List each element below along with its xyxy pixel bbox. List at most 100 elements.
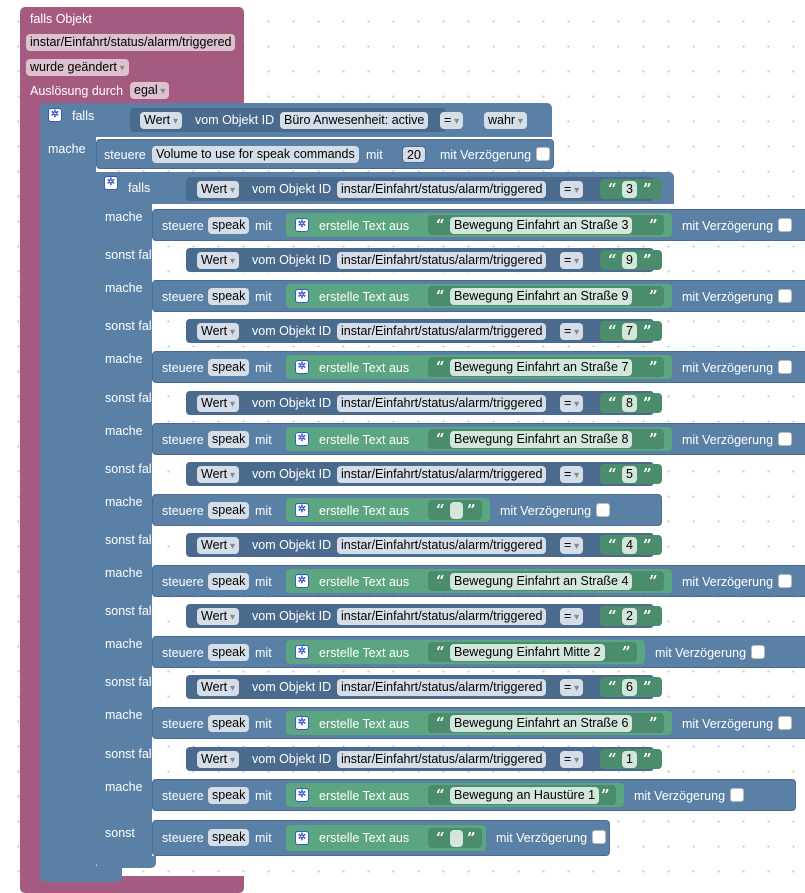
delay-checkbox[interactable] [778, 574, 792, 588]
value-dropdown[interactable]: Wert [197, 323, 239, 340]
value-dropdown[interactable]: Wert [197, 751, 239, 768]
branch-do-label: mache [105, 210, 143, 224]
delay-checkbox[interactable] [730, 788, 744, 802]
gear-icon[interactable]: ✲ [295, 716, 309, 730]
operator-dropdown[interactable]: = [560, 252, 584, 269]
object-id-field[interactable]: instar/Einfahrt/status/alarm/triggered [337, 466, 547, 483]
gear-icon[interactable]: ✲ [295, 360, 309, 374]
value-dropdown[interactable]: Wert [197, 466, 239, 483]
speak-field[interactable]: speak [208, 573, 250, 590]
speak-field[interactable]: speak [208, 217, 250, 234]
value-string-field[interactable]: 2 [622, 608, 637, 625]
value-dropdown[interactable]: Wert [197, 608, 239, 625]
delay-checkbox[interactable] [778, 289, 792, 303]
object-id-field[interactable]: Büro Anwesenheit: active [280, 112, 429, 129]
delay-checkbox[interactable] [778, 716, 792, 730]
operator-dropdown[interactable]: = [560, 181, 584, 198]
delay-checkbox[interactable] [596, 503, 610, 517]
close-quote: ” [649, 358, 658, 376]
speak-text-field[interactable]: Bewegung Einfahrt an Straße 3 [450, 217, 633, 234]
speak-field[interactable]: speak [208, 431, 250, 448]
branch-do-label: mache [105, 637, 143, 651]
operator-dropdown[interactable]: = [560, 608, 584, 625]
operator-dropdown[interactable]: = [560, 751, 584, 768]
if-block-inner-spine [96, 172, 152, 862]
gear-icon[interactable]: ✲ [295, 831, 309, 845]
value-string-field[interactable]: 8 [622, 395, 637, 412]
value-string-field[interactable]: 4 [622, 537, 637, 554]
delay-checkbox[interactable] [778, 360, 792, 374]
speak-field[interactable]: speak [208, 787, 250, 804]
open-quote: “ [608, 607, 617, 625]
delay-checkbox[interactable] [751, 645, 765, 659]
delay-label: mit Verzögerung [440, 148, 532, 162]
value-string-field[interactable]: 5 [622, 466, 637, 483]
value-string-field[interactable]: 7 [622, 323, 637, 340]
value-dropdown[interactable]: Wert [197, 679, 239, 696]
trigger-dropdown[interactable]: egal [130, 82, 170, 99]
speak-text-field[interactable]: Bewegung an Haustüre 1 [450, 787, 600, 804]
speak-text-field[interactable]: Bewegung Einfahrt Mitte 2 [450, 644, 605, 661]
gear-icon[interactable]: ✲ [295, 788, 309, 802]
speak-field[interactable]: speak [208, 359, 250, 376]
operator-dropdown[interactable]: = [560, 466, 584, 483]
value-dropdown[interactable]: Wert [140, 112, 182, 129]
gear-icon[interactable]: ✲ [295, 574, 309, 588]
speak-text-field[interactable]: Bewegung Einfahrt an Straße 7 [450, 359, 633, 376]
else-text-field[interactable] [450, 830, 463, 847]
volume-number-field[interactable]: 20 [402, 146, 426, 163]
speak-text-field[interactable]: Bewegung Einfahrt an Straße 6 [450, 715, 633, 732]
gear-icon[interactable]: ✲ [295, 432, 309, 446]
object-id-field[interactable]: instar/Einfahrt/status/alarm/triggered [337, 537, 547, 554]
operator-dropdown[interactable]: = [560, 395, 584, 412]
value-dropdown[interactable]: Wert [197, 537, 239, 554]
gear-icon[interactable]: ✲ [48, 108, 62, 122]
speak-text-field[interactable]: Bewegung Einfahrt an Straße 4 [450, 573, 633, 590]
speak-text-field[interactable] [450, 502, 463, 519]
mit-label: mit [255, 290, 272, 304]
bool-dropdown[interactable]: wahr [484, 112, 527, 129]
object-id-field[interactable]: instar/Einfahrt/status/alarm/triggered [337, 323, 547, 340]
value-string-field[interactable]: 6 [622, 679, 637, 696]
create-text-label: erstelle Text aus [319, 575, 410, 589]
speak-field[interactable]: speak [208, 502, 250, 519]
event-header: falls Objekt [30, 12, 92, 26]
delay-checkbox[interactable] [536, 147, 550, 161]
else-delay-checkbox[interactable] [592, 830, 606, 844]
gear-icon[interactable]: ✲ [104, 176, 118, 190]
object-id-field[interactable]: instar/Einfahrt/status/alarm/triggered [337, 751, 547, 768]
speak-text-field[interactable]: Bewegung Einfahrt an Straße 8 [450, 431, 633, 448]
value-dropdown[interactable]: Wert [197, 252, 239, 269]
object-id-field[interactable]: instar/Einfahrt/status/alarm/triggered [337, 395, 547, 412]
speak-field[interactable]: speak [208, 288, 250, 305]
speak-text-field[interactable]: Bewegung Einfahrt an Straße 9 [450, 288, 633, 305]
operator-dropdown[interactable]: = [560, 323, 584, 340]
gear-icon[interactable]: ✲ [295, 289, 309, 303]
control-target-field[interactable]: Volume to use for speak commands [152, 146, 359, 163]
event-change-dropdown[interactable]: wurde geändert [26, 59, 129, 76]
gear-icon[interactable]: ✲ [295, 503, 309, 517]
operator-dropdown[interactable]: = [440, 112, 464, 129]
value-dropdown[interactable]: Wert [197, 181, 239, 198]
speak-field[interactable]: speak [208, 644, 250, 661]
speak-field[interactable]: speak [208, 715, 250, 732]
object-id-field[interactable]: instar/Einfahrt/status/alarm/triggered [337, 252, 547, 269]
operator-dropdown[interactable]: = [560, 537, 584, 554]
value-dropdown[interactable]: Wert [197, 395, 239, 412]
gear-icon[interactable]: ✲ [295, 645, 309, 659]
gear-icon[interactable]: ✲ [295, 218, 309, 232]
event-object-id-field[interactable]: instar/Einfahrt/status/alarm/triggered [26, 34, 236, 51]
object-id-field[interactable]: instar/Einfahrt/status/alarm/triggered [337, 679, 547, 696]
delay-checkbox[interactable] [778, 218, 792, 232]
value-string-field[interactable]: 1 [622, 751, 637, 768]
branch-label: sonst falls [105, 248, 161, 262]
create-text-label: erstelle Text aus [319, 789, 410, 803]
value-string-field[interactable]: 3 [622, 181, 637, 198]
else-speak-field[interactable]: speak [208, 829, 250, 846]
object-id-field[interactable]: instar/Einfahrt/status/alarm/triggered [337, 181, 547, 198]
value-string-field[interactable]: 9 [622, 252, 637, 269]
delay-checkbox[interactable] [778, 432, 792, 446]
object-id-field[interactable]: instar/Einfahrt/status/alarm/triggered [337, 608, 547, 625]
operator-dropdown[interactable]: = [560, 679, 584, 696]
from-object-label: vom Objekt ID [195, 113, 275, 127]
